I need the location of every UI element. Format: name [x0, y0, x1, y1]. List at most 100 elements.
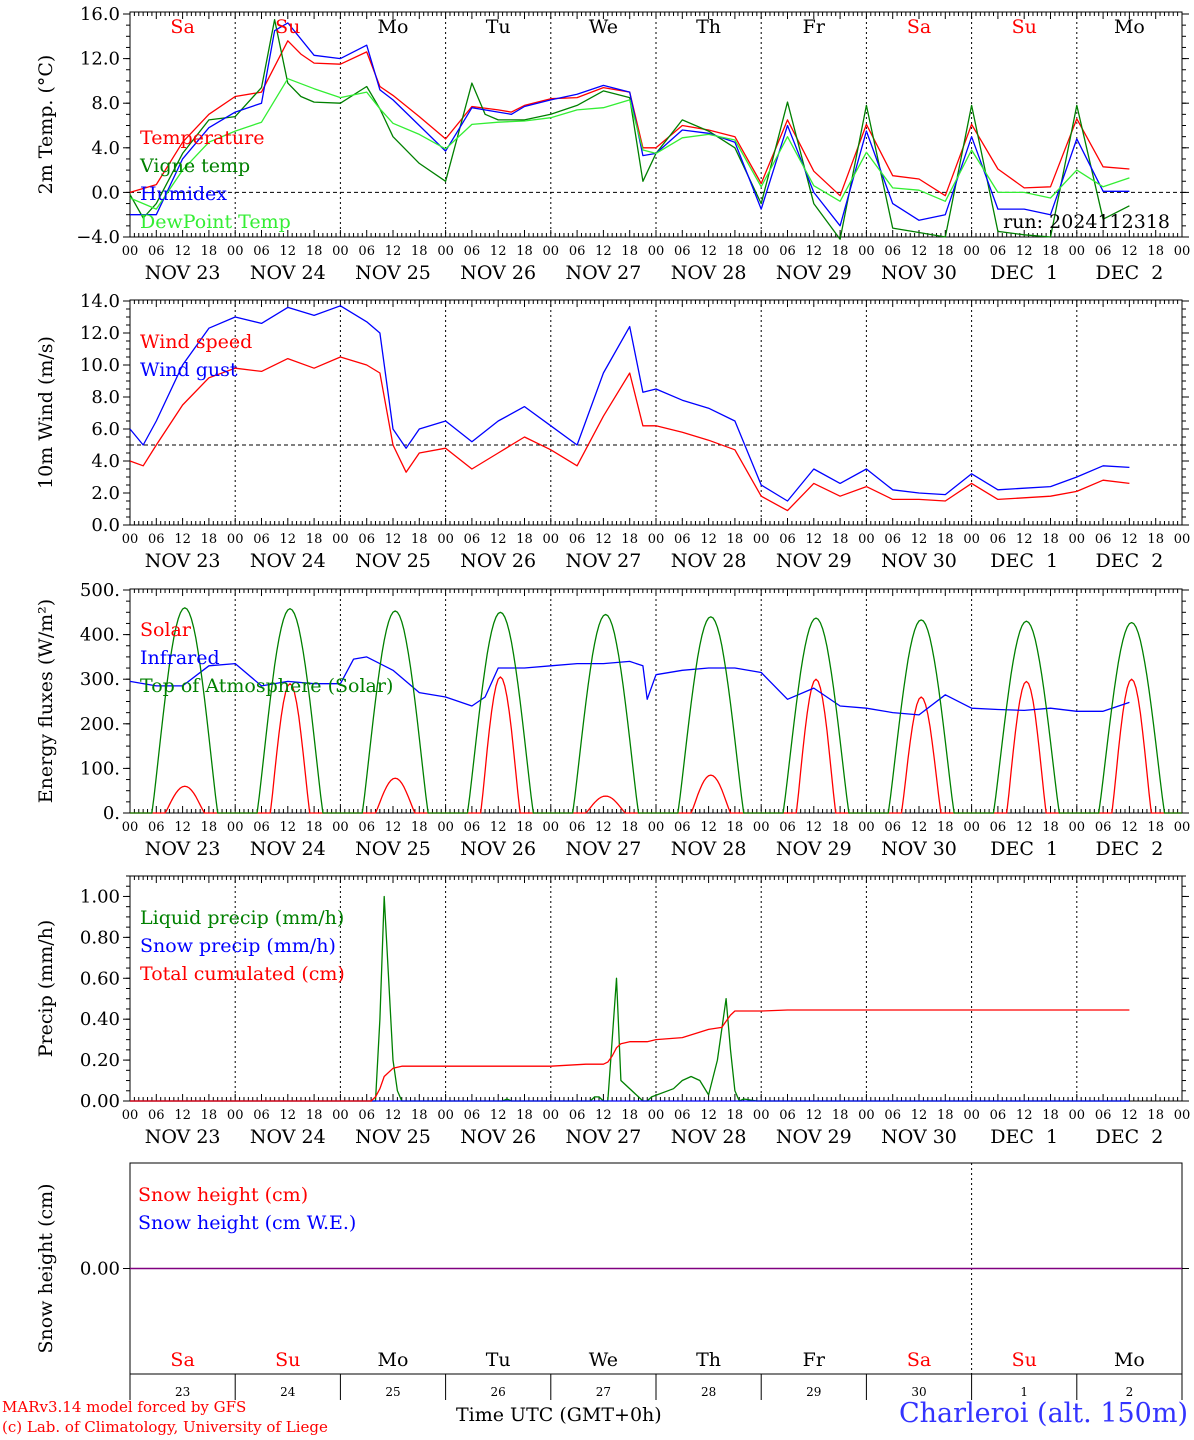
hour-tick-label: 00	[1174, 532, 1191, 547]
y-tick-label: 0.40	[80, 1009, 120, 1030]
hour-tick-label: 18	[516, 244, 533, 259]
hour-tick-label: 12	[1121, 244, 1138, 259]
hour-tick-label: 00	[437, 532, 454, 547]
hour-tick-label: 00	[543, 532, 560, 547]
hour-tick-label: 00	[227, 532, 244, 547]
date-label: DEC 2	[1095, 1126, 1163, 1148]
hour-tick-label: 12	[700, 532, 717, 547]
hour-tick-label: 00	[858, 1108, 875, 1123]
series-line-wind-gust	[129, 305, 1130, 502]
hour-tick-label: 18	[937, 820, 954, 835]
hour-tick-label: 06	[464, 1108, 481, 1123]
hour-tick-label: 18	[411, 1108, 428, 1123]
hour-tick-label: 12	[385, 244, 402, 259]
hour-tick-label: 18	[201, 532, 218, 547]
series-line-infrared	[129, 656, 1130, 716]
hour-tick-label: 06	[253, 1108, 270, 1123]
hour-tick-label: 00	[1069, 532, 1086, 547]
hour-tick-label: 18	[727, 532, 744, 547]
y-tick-label: 200.	[80, 714, 120, 735]
hour-tick-label: 06	[674, 244, 691, 259]
date-label: NOV 30	[881, 1126, 957, 1148]
date-label: NOV 29	[776, 550, 852, 572]
date-label: NOV 27	[565, 838, 641, 860]
hour-tick-label: 18	[516, 1108, 533, 1123]
weekday-label: Sa	[170, 16, 194, 38]
date-label: DEC 1	[990, 1126, 1058, 1148]
weekday-label: Su	[275, 16, 300, 38]
hour-tick-label: 00	[122, 820, 139, 835]
hour-tick-label: 12	[595, 1108, 612, 1123]
hour-tick-label: 06	[253, 820, 270, 835]
day-number-label: 28	[701, 1385, 716, 1399]
hour-tick-label: 18	[516, 532, 533, 547]
hour-tick-label: 06	[674, 532, 691, 547]
hour-tick-label: 18	[201, 820, 218, 835]
hour-tick-label: 00	[753, 244, 770, 259]
date-label: DEC 1	[990, 262, 1058, 284]
day-number-label: 24	[280, 1385, 296, 1399]
y-tick-label: 12.0	[80, 323, 120, 344]
hour-tick-label: 18	[201, 244, 218, 259]
weekday-label: Su	[1012, 16, 1037, 38]
weekday-label: Fr	[803, 1349, 826, 1371]
hour-tick-label: 06	[884, 820, 901, 835]
day-number-label: 30	[911, 1385, 926, 1399]
day-number-label: 1	[1020, 1385, 1028, 1399]
weekday-label: Mo	[1114, 1349, 1145, 1371]
hour-tick-label: 12	[700, 820, 717, 835]
y-tick-label: 100.	[80, 758, 120, 779]
panel-1-series	[129, 305, 1130, 512]
hour-tick-label: 12	[1121, 820, 1138, 835]
hour-tick-label: 12	[280, 1108, 297, 1123]
hour-tick-label: 12	[1016, 532, 1033, 547]
hour-tick-label: 12	[806, 532, 823, 547]
legend-entry: Infrared	[140, 647, 220, 669]
panel-1-hour-labels: 00 06 12 18 00 06 12 18 00 06 12 18 00 06 12 18 00 06 12 18…	[122, 532, 1191, 572]
hour-tick-label: 12	[595, 532, 612, 547]
hour-tick-label: 00	[122, 1108, 139, 1123]
hour-tick-label: 18	[516, 820, 533, 835]
hour-tick-label: 06	[779, 820, 796, 835]
date-label: NOV 29	[776, 1126, 852, 1148]
hour-tick-label: 00	[543, 1108, 560, 1123]
hour-tick-label: 18	[621, 532, 638, 547]
legend-entry: Top of Atmosphere (Solar)	[140, 675, 393, 697]
hour-tick-label: 00	[648, 244, 665, 259]
hour-tick-label: 12	[490, 532, 507, 547]
y-axis-label: Energy fluxes (W/m²)	[35, 599, 57, 803]
hour-tick-label: 00	[648, 532, 665, 547]
day-number-label: 25	[385, 1385, 400, 1399]
y-tick-label: 0.0	[91, 515, 120, 536]
hour-tick-label: 06	[148, 820, 165, 835]
legend-entry: DewPoint Temp	[140, 211, 291, 233]
y-tick-label: 0.00	[80, 1259, 120, 1280]
hour-tick-label: 00	[648, 820, 665, 835]
hour-tick-label: 12	[280, 244, 297, 259]
hour-tick-label: 18	[832, 244, 849, 259]
hour-tick-label: 00	[332, 1108, 349, 1123]
y-tick-label: 8.0	[91, 387, 120, 408]
hour-tick-label: 12	[595, 820, 612, 835]
hour-tick-label: 00	[1069, 1108, 1086, 1123]
hour-tick-label: 06	[674, 1108, 691, 1123]
date-label: NOV 24	[250, 550, 326, 572]
hour-tick-label: 06	[779, 1108, 796, 1123]
hour-tick-label: 06	[253, 244, 270, 259]
hour-tick-label: 06	[569, 532, 586, 547]
panel-0-series	[129, 18, 1130, 240]
hour-tick-label: 06	[884, 1108, 901, 1123]
date-label: NOV 26	[460, 838, 536, 860]
date-label: NOV 25	[355, 838, 431, 860]
y-tick-label: 4.0	[91, 451, 120, 472]
hour-tick-label: 12	[385, 532, 402, 547]
panel-0-day-lines	[234, 12, 1078, 237]
hour-tick-label: 18	[832, 820, 849, 835]
hour-tick-label: 18	[306, 820, 323, 835]
hour-tick-label: 12	[911, 820, 928, 835]
weekday-label: Mo	[378, 1349, 409, 1371]
hour-tick-label: 12	[280, 820, 297, 835]
panel-1-legend: Wind speed Wind gust	[140, 331, 252, 381]
date-label: NOV 24	[250, 1126, 326, 1148]
hour-tick-label: 12	[700, 1108, 717, 1123]
